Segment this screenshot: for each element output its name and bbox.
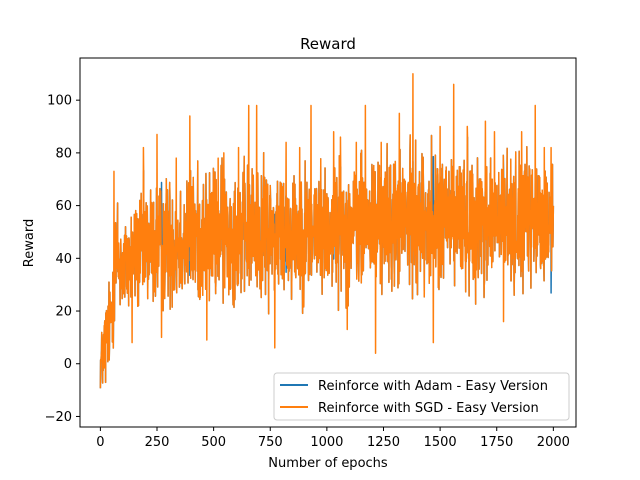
x-axis-label: Number of epochs <box>268 456 388 471</box>
x-tick-label: 1750 <box>480 435 513 450</box>
y-axis-ticks: −20 0 20 40 60 80 100 <box>45 94 80 425</box>
x-tick-label: 500 <box>201 435 226 450</box>
legend-label-adam: Reinforce with Adam - Easy Version <box>318 379 548 394</box>
y-tick-label: 20 <box>55 305 72 320</box>
y-axis-label: Reward <box>22 219 37 267</box>
y-tick-label: 100 <box>47 94 72 109</box>
x-tick-label: 1500 <box>424 435 457 450</box>
y-tick-label: 0 <box>64 357 72 372</box>
x-tick-label: 750 <box>258 435 283 450</box>
legend: Reinforce with Adam - Easy Version Reinf… <box>273 372 570 421</box>
legend-box <box>273 372 570 421</box>
series-layer <box>99 73 555 389</box>
series-line-1 <box>99 73 555 389</box>
x-tick-label: 0 <box>96 435 104 450</box>
x-tick-label: 1250 <box>367 435 400 450</box>
legend-label-sgd: Reinforce with SGD - Easy Version <box>318 401 539 416</box>
x-tick-label: 1000 <box>310 435 343 450</box>
y-tick-label: 60 <box>55 199 72 214</box>
chart-title: Reward <box>300 35 356 53</box>
y-tick-label: 80 <box>55 146 72 161</box>
x-tick-label: 250 <box>145 435 170 450</box>
y-tick-label: 40 <box>55 252 72 267</box>
x-tick-label: 2000 <box>537 435 570 450</box>
x-axis-ticks: 0 250 500 750 1000 1250 1500 1750 2000 <box>96 427 570 450</box>
plot-frame <box>79 57 577 428</box>
y-tick-label: −20 <box>45 410 72 425</box>
